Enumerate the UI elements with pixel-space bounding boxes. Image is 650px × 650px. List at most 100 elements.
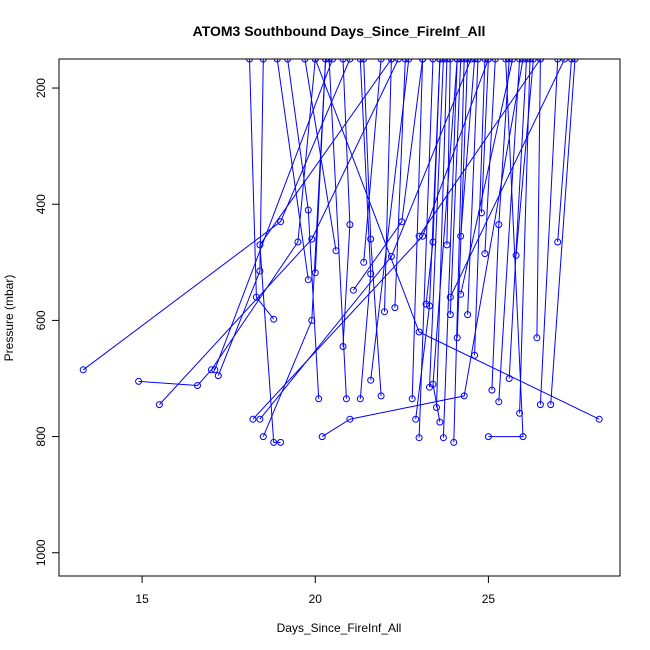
data-point — [194, 382, 201, 389]
data-point — [464, 59, 472, 63]
data-point — [450, 438, 458, 446]
series-line-43 — [498, 59, 521, 402]
data-point — [429, 59, 437, 63]
data-point — [301, 59, 309, 63]
data-point — [446, 59, 454, 63]
x-axis-label: Days_Since_FireInf_All — [277, 621, 402, 635]
series-line-10 — [276, 59, 309, 280]
data-point — [273, 59, 281, 63]
series-line-46 — [515, 59, 534, 256]
series-line-19 — [363, 59, 382, 263]
series-line-12 — [321, 59, 524, 438]
data-point — [346, 59, 354, 63]
data-point — [467, 59, 475, 63]
data-point — [471, 59, 479, 63]
chart-title: ATOM3 Southbound Days_Since_FireInf_All — [193, 23, 486, 39]
data-point — [256, 241, 264, 249]
series-line-23 — [394, 59, 406, 308]
data-point — [453, 334, 461, 342]
data-point — [471, 351, 479, 359]
data-point — [595, 415, 603, 423]
series-line-24 — [411, 59, 424, 399]
data-point — [443, 241, 451, 249]
data-point — [211, 366, 219, 374]
data-point — [318, 433, 326, 441]
data-point — [453, 59, 461, 63]
data-point — [394, 59, 402, 63]
data-point — [443, 59, 451, 63]
data-point — [415, 434, 423, 442]
data-point — [294, 238, 302, 246]
data-point — [457, 290, 465, 298]
data-point — [325, 59, 333, 63]
data-point — [367, 376, 375, 384]
data-point — [481, 250, 489, 258]
data-point — [436, 59, 444, 63]
data-point — [533, 334, 541, 342]
data-point — [415, 232, 423, 240]
data-point — [484, 433, 492, 441]
plot-data-layer — [79, 59, 603, 446]
data-point — [259, 433, 267, 441]
series-line-50 — [557, 59, 572, 243]
series-line-31 — [442, 59, 458, 438]
series-line-11 — [287, 59, 320, 399]
data-point — [304, 276, 312, 284]
series-line-8 — [249, 59, 275, 320]
series-line-48 — [539, 59, 559, 405]
data-point — [474, 59, 482, 63]
series-line-21 — [363, 59, 382, 396]
series-line-4 — [217, 59, 264, 376]
data-point — [419, 59, 427, 63]
data-point — [429, 380, 437, 388]
data-point — [322, 59, 330, 63]
series-line-15 — [328, 59, 347, 399]
data-point — [381, 308, 388, 316]
data-point — [505, 59, 513, 63]
series-line-22 — [384, 59, 392, 312]
data-point — [214, 372, 222, 380]
series-line-20 — [370, 59, 410, 381]
data-point — [270, 315, 278, 323]
data-point — [460, 392, 468, 400]
data-point — [464, 311, 472, 319]
data-point — [526, 59, 534, 63]
series-line-54 — [418, 59, 541, 237]
y-axis: 200 400 600 800 1000 — [34, 78, 59, 566]
data-point — [422, 300, 430, 308]
data-point — [484, 59, 492, 63]
data-point — [519, 59, 527, 63]
data-point — [346, 221, 354, 229]
data-point — [377, 392, 385, 400]
y-tick-label: 800 — [34, 426, 48, 446]
data-point — [446, 311, 454, 319]
data-point — [207, 366, 215, 374]
data-point — [529, 59, 537, 63]
data-point — [436, 418, 444, 426]
series-line-29 — [436, 59, 448, 408]
data-point — [516, 59, 524, 63]
data-point — [460, 59, 468, 63]
series-line-52 — [460, 59, 514, 295]
data-point — [367, 235, 375, 243]
data-point — [405, 59, 413, 63]
data-point — [554, 238, 562, 246]
series-line-13 — [314, 59, 327, 273]
data-point — [277, 218, 285, 226]
data-point — [135, 377, 143, 385]
data-point — [509, 59, 517, 63]
series-line-14 — [304, 59, 337, 251]
series-line-27 — [425, 59, 441, 305]
data-point — [523, 59, 530, 63]
data-point — [415, 328, 423, 336]
data-point — [554, 59, 562, 63]
series-line-34 — [453, 59, 465, 443]
y-axis-label: Pressure (mbar) — [2, 275, 16, 362]
series-line-18 — [352, 59, 424, 291]
data-point — [512, 251, 520, 259]
x-tick-label: 25 — [482, 592, 496, 606]
data-point — [495, 398, 503, 406]
data-point — [488, 386, 496, 394]
data-point — [536, 59, 544, 63]
